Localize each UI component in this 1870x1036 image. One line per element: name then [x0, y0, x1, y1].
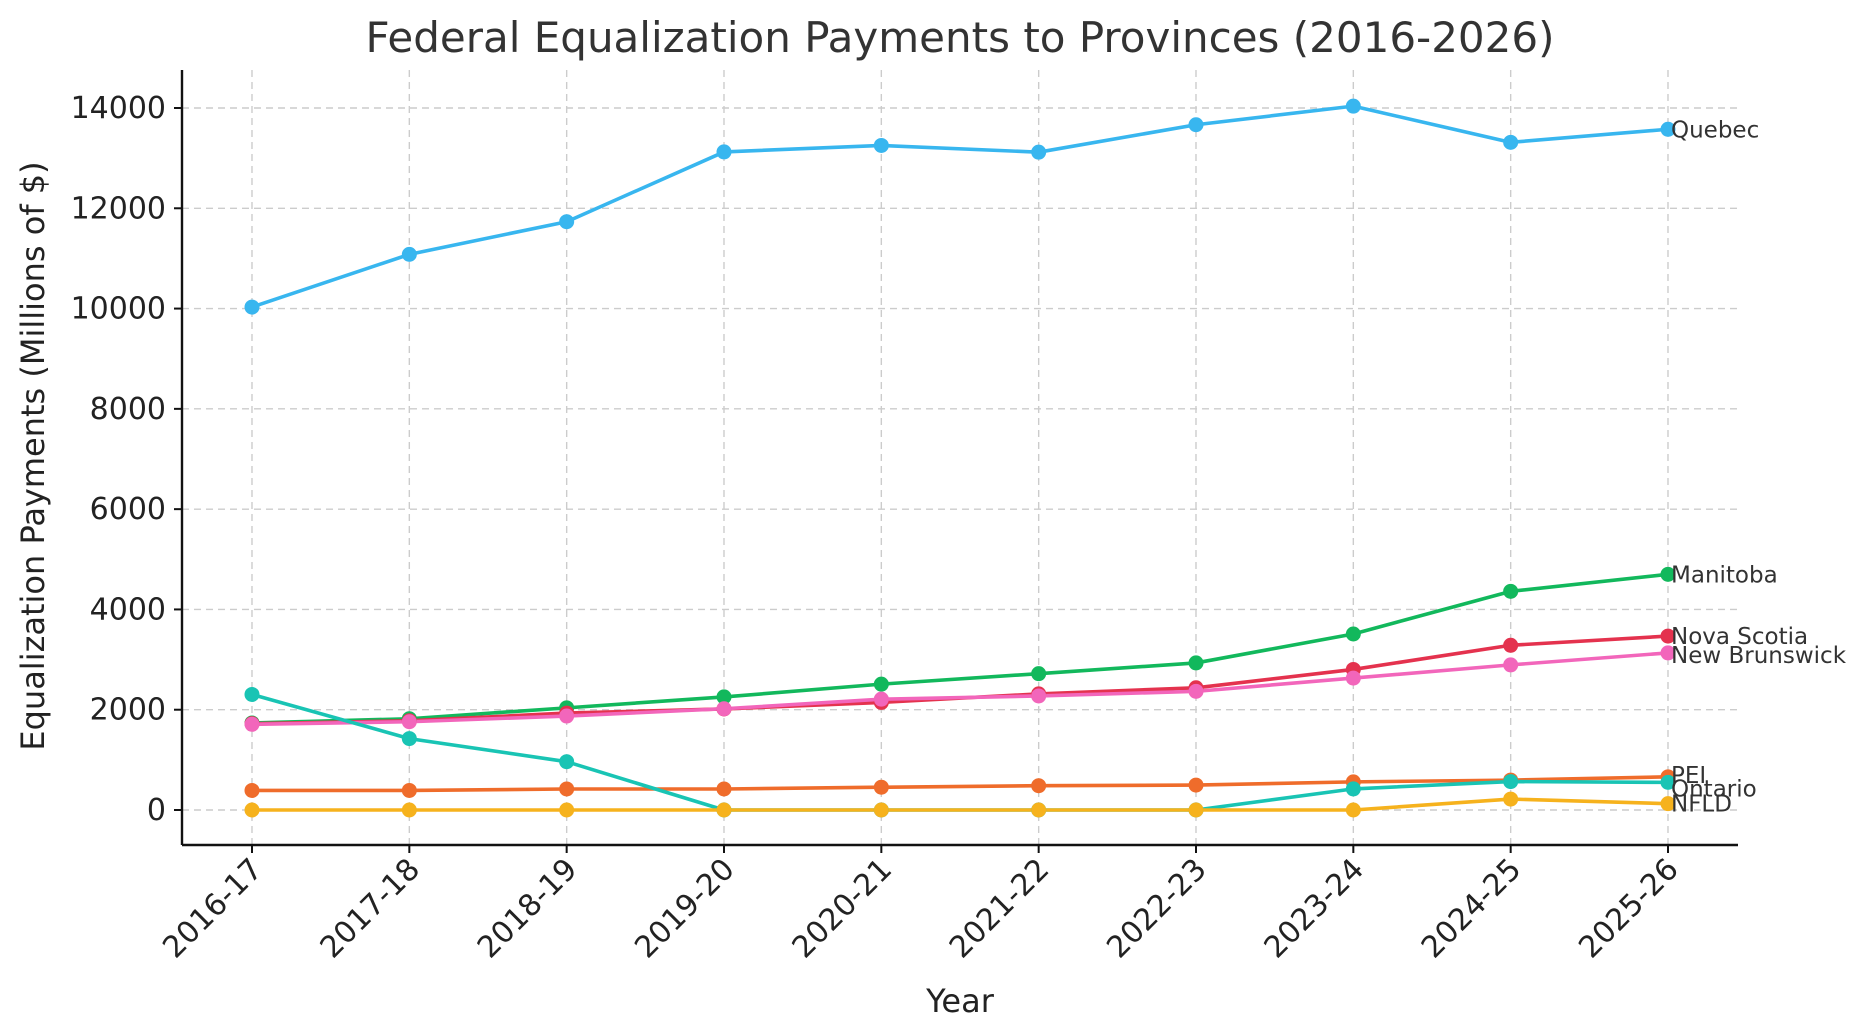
data-point-ontario: [244, 686, 260, 702]
data-point-manitoba: [1503, 583, 1519, 599]
data-point-pei: [401, 782, 417, 798]
data-point-nfld: [1503, 791, 1519, 807]
data-point-ontario: [1660, 774, 1676, 790]
series-label-nfld: NFLD: [1671, 792, 1732, 818]
series-lines: [250, 104, 1670, 812]
data-point-quebec: [1345, 98, 1361, 114]
data-point-quebec: [244, 299, 260, 315]
y-tick-label: 2000: [90, 693, 166, 728]
data-point-nova-scotia: [1503, 637, 1519, 653]
x-axis-label: Year: [925, 982, 995, 1020]
data-point-manitoba: [873, 676, 889, 692]
data-point-new-brunswick: [559, 708, 575, 724]
data-point-manitoba: [1188, 655, 1204, 671]
data-point-new-brunswick: [716, 701, 732, 717]
series-line-new-brunswick: [250, 651, 1670, 727]
x-tick-label: 2023-24: [1258, 852, 1371, 965]
data-point-nfld: [873, 802, 889, 818]
data-point-quebec: [1188, 117, 1204, 133]
series-label-ontario: Ontario: [1671, 776, 1757, 802]
axes: 0 2000 4000 6000 8000 10000 12000 14000 2016-17 2…: [71, 70, 1738, 965]
data-point-ontario: [401, 731, 417, 747]
data-point-new-brunswick: [873, 691, 889, 707]
series-label-manitoba: Manitoba: [1671, 562, 1778, 588]
data-point-ontario: [1503, 774, 1519, 790]
data-point-pei: [244, 782, 260, 798]
y-tick-label: 10000: [71, 292, 166, 327]
data-point-new-brunswick: [1188, 683, 1204, 699]
data-point-manitoba: [1031, 666, 1047, 682]
data-point-quebec: [1031, 144, 1047, 160]
data-point-manitoba: [716, 689, 732, 705]
series-label-quebec: Quebec: [1671, 117, 1759, 143]
y-tick-label: 14000: [71, 91, 166, 126]
x-tick-label: 2020-21: [786, 852, 899, 965]
data-point-ontario: [1345, 781, 1361, 797]
series-label-nova-scotia: Nova Scotia: [1671, 624, 1808, 650]
data-point-nfld: [1660, 796, 1676, 812]
data-point-quebec: [559, 214, 575, 230]
series-label-pei: PEI: [1671, 763, 1706, 789]
x-tick-label: 2022-23: [1100, 852, 1213, 965]
series-line-ontario: [250, 692, 1670, 812]
x-tick-label: 2016-17: [156, 852, 269, 965]
data-point-quebec: [1660, 121, 1676, 137]
grid: [182, 70, 1738, 845]
y-tick-label: 8000: [90, 392, 166, 427]
y-tick-label: 6000: [90, 492, 166, 527]
data-point-nfld: [401, 802, 417, 818]
data-point-new-brunswick: [401, 714, 417, 730]
x-tick-label: 2017-18: [314, 852, 427, 965]
data-point-new-brunswick: [1345, 670, 1361, 686]
data-point-manitoba: [1345, 626, 1361, 642]
data-point-new-brunswick: [1503, 657, 1519, 673]
x-tick-label: 2025-26: [1572, 852, 1685, 965]
chart-title: Federal Equalization Payments to Provinc…: [366, 13, 1555, 62]
series-line-nfld: [250, 797, 1670, 812]
data-point-nfld: [716, 802, 732, 818]
data-point-new-brunswick: [244, 716, 260, 732]
x-tick-label: 2021-22: [943, 852, 1056, 965]
data-point-nfld: [1031, 802, 1047, 818]
data-point-quebec: [873, 137, 889, 153]
x-tick-label: 2019-20: [628, 852, 741, 965]
series-line-quebec: [250, 104, 1670, 309]
data-point-new-brunswick: [1031, 688, 1047, 704]
x-tick-label: 2018-19: [471, 852, 584, 965]
data-point-pei: [1188, 777, 1204, 793]
data-point-nfld: [559, 802, 575, 818]
data-point-quebec: [401, 246, 417, 262]
data-point-nfld: [244, 802, 260, 818]
series-line-manitoba: [250, 572, 1670, 725]
data-point-pei: [1031, 778, 1047, 794]
series-label-new-brunswick: New Brunswick: [1671, 643, 1847, 669]
y-axis-label: Equalization Payments (Millions of $): [14, 161, 52, 750]
series-line-pei: [250, 775, 1670, 793]
data-point-pei: [716, 781, 732, 797]
data-point-pei: [559, 781, 575, 797]
x-tick-label: 2024-25: [1415, 852, 1528, 965]
y-tick-label: 0: [147, 793, 166, 828]
data-point-ontario: [559, 754, 575, 770]
y-tick-label: 12000: [71, 191, 166, 226]
data-point-quebec: [716, 144, 732, 160]
data-point-nfld: [1188, 802, 1204, 818]
data-point-quebec: [1503, 134, 1519, 150]
y-tick-label: 4000: [90, 592, 166, 627]
data-point-nfld: [1345, 802, 1361, 818]
data-point-new-brunswick: [1660, 645, 1676, 661]
series-points: [244, 98, 1676, 818]
data-point-nova-scotia: [1660, 628, 1676, 644]
data-point-pei: [873, 779, 889, 795]
data-point-manitoba: [1660, 566, 1676, 582]
